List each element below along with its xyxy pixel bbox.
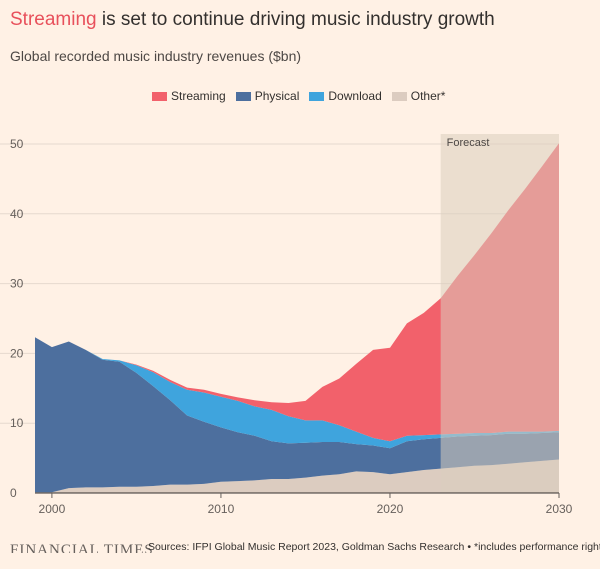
legend-item-other: Other* [391,89,446,103]
forecast-label: Forecast [447,137,490,149]
legend-swatch-physical [235,91,251,101]
legend-item-download: Download [309,89,382,103]
area-other [35,459,559,493]
y-tick-label-40: 40 [10,207,24,221]
chart-title: Streaming is set to continue driving mus… [10,9,495,31]
legend-item-physical: Physical [235,89,300,103]
title-highlight: Streaming [10,9,97,30]
title-rest: is set to continue driving music industr… [96,9,495,30]
y-tick-label-0: 0 [10,486,17,500]
footnote-text: *includes performance rights [474,541,600,553]
chart-subtitle: Global recorded music industry revenues … [10,48,302,64]
source-note: Sources: IFPI Global Music Report 2023, … [148,541,600,553]
legend-item-streaming: Streaming [152,89,226,103]
source-text: Sources: IFPI Global Music Report 2023, … [148,541,465,553]
x-tick-label-2020: 2020 [377,502,404,516]
y-tick-label-10: 10 [10,416,24,430]
legend-label-download: Download [328,89,382,103]
area-physical [35,337,559,493]
legend-swatch-download [309,91,325,101]
y-tick-label-50: 50 [10,137,24,151]
ft-logo: FINANCIAL TIMES [10,542,154,553]
legend-label-physical: Physical [254,89,300,103]
y-tick-label-20: 20 [10,346,24,360]
legend-swatch-other [391,91,407,101]
x-tick-label-2030: 2030 [546,502,573,516]
x-tick-label-2000: 2000 [39,502,66,516]
legend-label-other: Other* [410,89,446,103]
x-tick-label-2010: 2010 [208,502,235,516]
legend-swatch-streaming [152,91,167,101]
legend-label-streaming: Streaming [171,89,226,103]
bullet-separator: • [467,541,471,553]
area-download [35,337,559,449]
area-streaming [35,143,559,442]
y-tick-label-30: 30 [10,277,24,291]
chart-legend: Streaming Physical Download Other* [152,89,445,103]
forecast-band [440,134,559,493]
